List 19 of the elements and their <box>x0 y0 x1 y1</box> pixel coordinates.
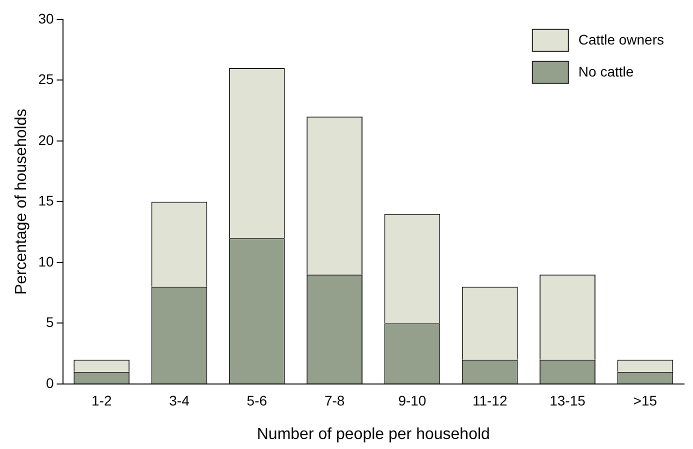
x-tick-label: >15 <box>633 392 658 408</box>
x-axis-title: Number of people per household <box>256 426 490 443</box>
y-tick-label: 15 <box>38 192 54 209</box>
y-tick-label: 25 <box>38 71 54 88</box>
legend-label: Cattle owners <box>578 31 664 48</box>
y-tick-label: 0 <box>46 374 54 391</box>
y-tick-label: 20 <box>38 132 54 148</box>
x-tick-label: 5-6 <box>246 392 268 408</box>
x-tick-label: 1-2 <box>91 392 112 408</box>
y-tick-label: 5 <box>46 314 54 330</box>
x-tick-label: 3-4 <box>169 392 190 408</box>
x-tick-label: 7-8 <box>324 392 345 408</box>
x-tick-label: 9-10 <box>398 392 426 408</box>
y-axis-title: Percentage of households <box>13 108 30 295</box>
x-tick-label: 11-12 <box>472 392 508 408</box>
x-tick-label: 13-15 <box>550 392 586 408</box>
y-tick-label: 30 <box>38 10 54 26</box>
legend-label: No cattle <box>578 63 634 80</box>
y-tick-label: 10 <box>38 253 54 270</box>
